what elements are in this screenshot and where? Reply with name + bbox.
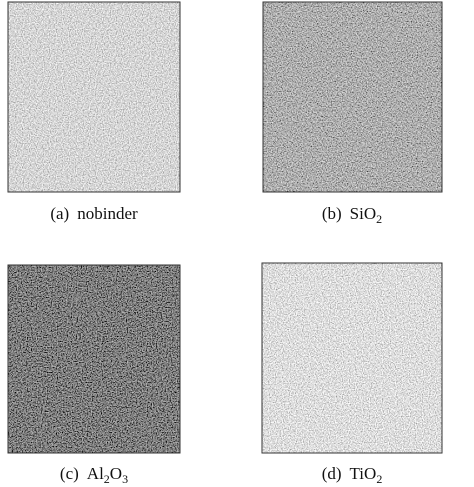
figure: (a)nobinder(b)SiO2​(c)Al2​O3​(d)TiO2​ bbox=[0, 0, 474, 487]
panel-caption: (d)TiO2​ bbox=[322, 464, 383, 486]
micrograph bbox=[263, 2, 442, 192]
panel-caption: (a) nobinder bbox=[50, 204, 138, 223]
micrograph bbox=[262, 263, 442, 453]
caption-text: Al bbox=[87, 464, 104, 483]
panel-label: (c) bbox=[60, 464, 79, 483]
panel-label: (b) bbox=[322, 204, 342, 223]
panel-caption: (b)SiO2​ bbox=[322, 204, 382, 226]
subscript: 3 bbox=[122, 472, 128, 486]
subscript: 2 bbox=[376, 472, 382, 486]
micrograph bbox=[8, 265, 180, 453]
panel-label: (d) bbox=[322, 464, 342, 483]
caption-text: nobinder bbox=[77, 204, 138, 223]
panel-caption: (c)Al2​O3​ bbox=[60, 464, 128, 486]
caption-text: TiO bbox=[350, 464, 377, 483]
caption-text: O bbox=[110, 464, 122, 483]
caption-text: SiO bbox=[350, 204, 376, 223]
panel-label: (a) bbox=[50, 204, 69, 223]
micrograph bbox=[8, 2, 180, 192]
